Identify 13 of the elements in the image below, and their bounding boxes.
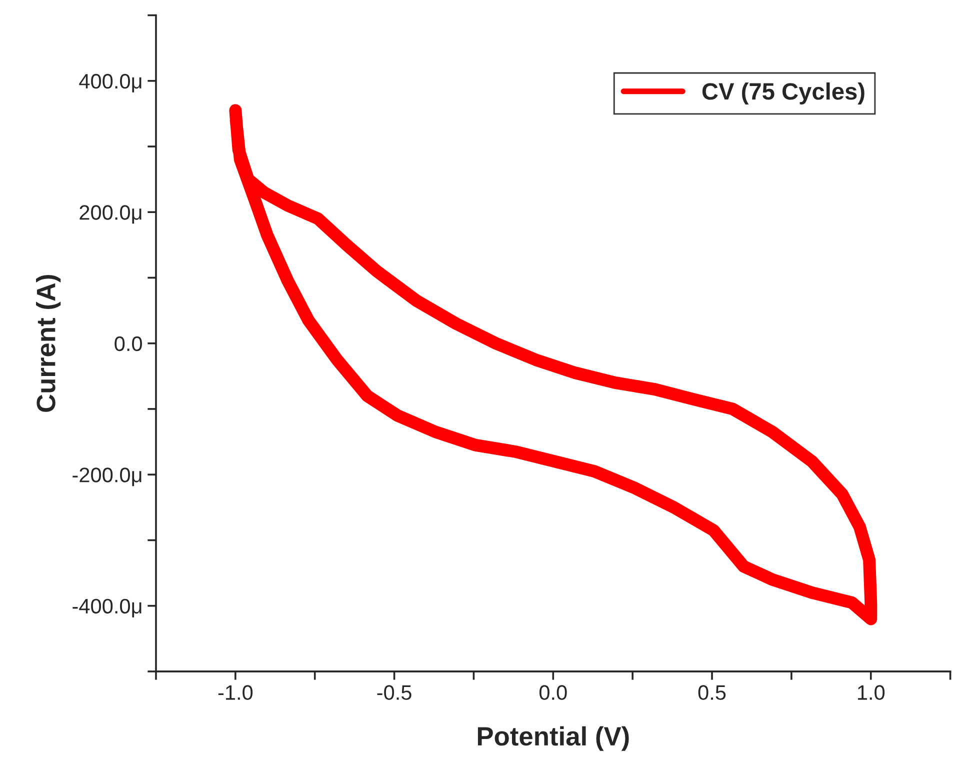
y-tick-label: -400.0μ (72, 598, 142, 618)
x-tick-label: -0.5 (377, 685, 412, 700)
y-tick-label: -200.0μ (72, 468, 142, 486)
x-axis-title: Potential (V) (478, 726, 629, 751)
y-axis-title: Current (A) (36, 275, 61, 412)
x-tick-label: 1.0 (858, 685, 885, 700)
y-tick-label: 400.0μ (79, 74, 142, 92)
legend-label: CV (75 Cycles) (702, 82, 864, 104)
y-tick-label: 200.0μ (80, 205, 142, 224)
x-tick-label: -1.0 (218, 685, 253, 700)
x-tick-label: 0.0 (539, 685, 567, 700)
x-tick-label: 0.5 (698, 685, 726, 700)
y-tick-label: 0.0 (114, 336, 142, 352)
